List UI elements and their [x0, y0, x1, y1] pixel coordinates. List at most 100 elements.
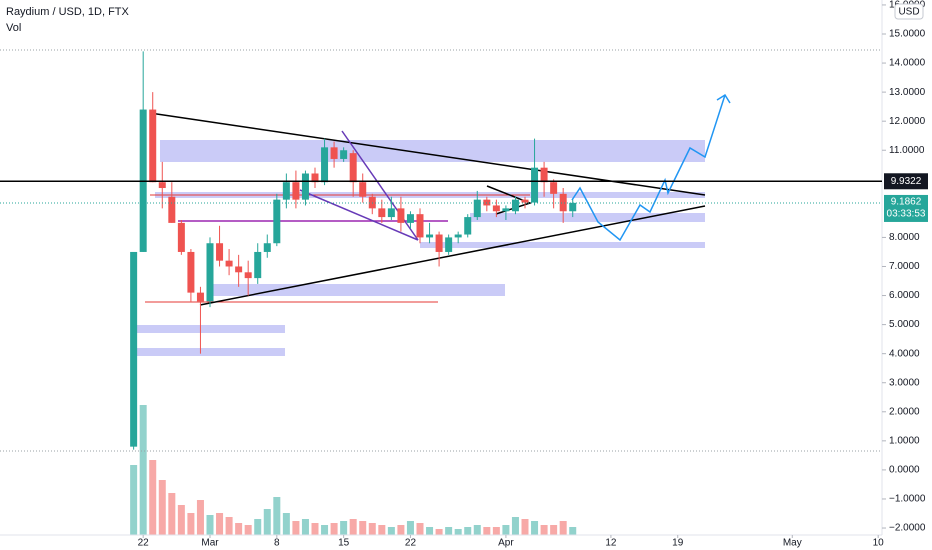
candle-body	[492, 205, 500, 212]
last-price-box	[884, 194, 928, 222]
volume-bar	[359, 521, 367, 535]
level-label: 9.9322	[891, 176, 922, 187]
candle-body	[435, 234, 443, 252]
candle-body	[225, 260, 233, 267]
volume-bar	[196, 500, 204, 535]
y-tick-label: 2.0000	[889, 406, 920, 417]
zone	[133, 325, 285, 333]
volume-bar	[540, 525, 548, 535]
zone	[160, 140, 705, 162]
volume-bar	[330, 523, 338, 535]
volume-bar	[378, 525, 386, 535]
candle-body	[196, 292, 204, 302]
volume-bar	[254, 519, 262, 535]
candle-body	[464, 217, 472, 235]
x-tick-label: 19	[672, 538, 684, 549]
candle-body	[254, 251, 262, 279]
candle-body	[177, 222, 185, 252]
volume-bar	[454, 529, 462, 535]
volume-label: Vol	[6, 22, 21, 34]
candle-body	[168, 196, 176, 223]
currency-label: USD	[898, 7, 919, 18]
y-tick-label: −2.0000	[889, 523, 926, 534]
volume-bar	[473, 525, 481, 535]
candle-body	[406, 214, 414, 223]
volume-bar	[130, 465, 138, 535]
candle-body	[158, 182, 166, 189]
volume-bar	[158, 480, 166, 535]
volume-bar	[244, 525, 252, 535]
volume-bar	[263, 509, 271, 535]
volume-bar	[464, 527, 472, 535]
candle-body	[387, 208, 395, 218]
chart-title: Raydium / USD, 1D, FTX	[6, 6, 130, 18]
candle-body	[426, 234, 434, 238]
zone	[133, 348, 285, 356]
candle-body	[416, 214, 424, 238]
volume-bar	[311, 523, 319, 535]
volume-bar	[235, 523, 243, 535]
volume-bar	[282, 513, 290, 535]
y-tick-label: 13.0000	[889, 87, 926, 98]
x-tick-label: 10	[873, 538, 885, 549]
candle-body	[273, 199, 281, 244]
candle-body	[216, 243, 224, 261]
candle-body	[130, 251, 138, 447]
candle-body	[397, 208, 405, 223]
volume-bar	[139, 405, 147, 535]
volume-bar	[292, 521, 300, 535]
volume-bar	[406, 521, 414, 535]
candle-body	[149, 109, 157, 183]
x-tick-label: 8	[274, 538, 280, 549]
volume-bar	[149, 460, 157, 535]
candle-body	[473, 199, 481, 218]
candle-body	[378, 208, 386, 218]
volume-bar	[483, 527, 491, 535]
x-tick-label: 22	[138, 538, 150, 549]
trendline	[199, 205, 706, 306]
candle-body	[540, 167, 548, 183]
y-tick-label: 0.0000	[889, 465, 920, 476]
candle-body	[559, 193, 567, 212]
volume-bar	[397, 525, 405, 535]
volume-bar	[492, 527, 500, 535]
candle-body	[206, 243, 214, 302]
candle-body	[502, 208, 510, 212]
y-tick-label: 12.0000	[889, 116, 926, 127]
wedge-line	[299, 189, 419, 241]
candle-body	[349, 153, 357, 183]
y-tick-label: −1.0000	[889, 494, 926, 505]
candle-body	[330, 147, 338, 159]
candle-body	[340, 150, 348, 159]
volume-bar	[445, 527, 453, 535]
drawings	[0, 49, 882, 452]
volume-bar	[559, 521, 567, 535]
y-tick-label: 11.0000	[889, 145, 925, 156]
candle-body	[244, 272, 252, 279]
volume-bar	[435, 529, 443, 535]
candle-body	[311, 173, 319, 183]
volume-bar	[206, 515, 214, 535]
currency-badge[interactable]	[894, 3, 924, 20]
volume-bar	[531, 521, 539, 535]
projection-arrow	[716, 93, 731, 104]
y-tick-label: 1.0000	[889, 435, 920, 446]
countdown-label: 03:33:53	[887, 209, 926, 220]
volume-bar	[273, 497, 281, 535]
volume-bar	[321, 525, 329, 535]
volume-bar	[426, 527, 434, 535]
volume-bar	[387, 527, 395, 535]
x-tick-label: May	[783, 538, 802, 549]
candle-body	[235, 266, 243, 273]
volume-bar	[502, 525, 510, 535]
y-tick-label: 4.0000	[889, 348, 920, 359]
candle-body	[531, 167, 539, 203]
candle-body	[511, 199, 519, 212]
last-price-label: 9.1862	[891, 197, 922, 208]
x-tick-label: 22	[405, 538, 417, 549]
x-tick-label: Mar	[201, 538, 219, 549]
candle-body	[301, 173, 309, 200]
y-tick-label: 8.0000	[889, 232, 920, 243]
volume-bar	[216, 513, 224, 535]
